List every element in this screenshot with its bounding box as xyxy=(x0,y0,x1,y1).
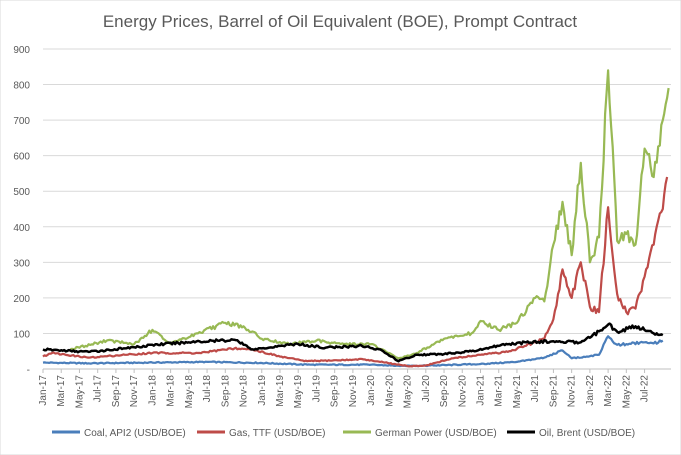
x-tick-label: May-21 xyxy=(512,375,523,409)
x-tick-label: May-17 xyxy=(74,375,85,409)
x-tick-label: Jan-18 xyxy=(147,375,158,406)
legend-label: Gas, TTF (USD/BOE) xyxy=(229,428,326,439)
x-tick-label: May-22 xyxy=(621,375,632,409)
x-tick-label: Nov-20 xyxy=(457,375,468,408)
y-tick-label: 400 xyxy=(13,223,30,234)
y-tick-label: 900 xyxy=(13,45,30,56)
x-tick-label: Jul-18 xyxy=(202,375,213,403)
legend-label: Oil, Brent (USD/BOE) xyxy=(539,428,635,439)
x-tick-label: Jul-22 xyxy=(640,375,651,403)
x-tick-label: Jan-22 xyxy=(585,375,596,406)
x-tick-label: Jan-20 xyxy=(366,375,377,406)
y-tick-label: 700 xyxy=(13,116,30,127)
legend-label: Coal, API2 (USD/BOE) xyxy=(84,428,186,439)
x-axis: Jan-17 Mar-17 May-17 Jul-17 Sep-17 Nov-17 Jan-… xyxy=(38,368,671,409)
x-tick-label: Jul-17 xyxy=(93,375,104,403)
x-tick-label: Mar-19 xyxy=(275,375,286,407)
x-tick-label: Mar-22 xyxy=(603,375,614,407)
x-tick-label: Jan-21 xyxy=(476,375,487,406)
y-tick-label: 800 xyxy=(13,81,30,92)
x-tick-label: Nov-19 xyxy=(348,375,359,408)
series-lines xyxy=(42,69,670,368)
series-line xyxy=(42,322,664,363)
x-tick-label: Mar-17 xyxy=(56,375,67,407)
y-tick-label: 600 xyxy=(13,152,30,163)
series-line xyxy=(42,176,669,368)
x-tick-label: Nov-18 xyxy=(239,375,250,408)
x-tick-label: Jan-17 xyxy=(38,375,49,406)
x-tick-label: Sep-20 xyxy=(439,375,450,408)
y-tick-label: - xyxy=(27,365,30,376)
y-tick-label: 500 xyxy=(13,187,30,198)
x-tick-label: Jul-19 xyxy=(311,375,322,403)
x-tick-label: Sep-21 xyxy=(548,375,559,408)
x-tick-label: May-20 xyxy=(403,375,414,409)
x-tick-label: Sep-17 xyxy=(111,375,122,408)
y-tick-label: 200 xyxy=(13,294,30,305)
y-tick-label: 300 xyxy=(13,258,30,269)
y-tick-label: 100 xyxy=(13,329,30,340)
legend: Coal, API2 (USD/BOE) Gas, TTF (USD/BOE) Ge… xyxy=(52,428,635,439)
x-tick-label: Nov-17 xyxy=(129,375,140,408)
x-tick-label: Mar-18 xyxy=(166,375,177,407)
x-tick-label: Jul-21 xyxy=(530,375,541,403)
x-tick-label: Jul-20 xyxy=(421,375,432,403)
legend-label: German Power (USD/BOE) xyxy=(375,428,497,439)
x-tick-label: Mar-21 xyxy=(494,375,505,407)
y-axis: - 100 200 300 400 500 600 700 800 900 xyxy=(13,45,30,376)
x-tick-label: Nov-21 xyxy=(567,375,578,408)
x-tick-label: Sep-18 xyxy=(220,375,231,408)
chart-title: Energy Prices, Barrel of Oil Equivalent … xyxy=(103,12,578,31)
x-tick-label: Mar-20 xyxy=(384,375,395,407)
x-tick-label: Jan-19 xyxy=(257,375,268,406)
x-tick-label: May-19 xyxy=(293,375,304,409)
series-line xyxy=(42,335,664,368)
x-tick-label: Sep-19 xyxy=(330,375,341,408)
x-tick-label: May-18 xyxy=(184,375,195,409)
